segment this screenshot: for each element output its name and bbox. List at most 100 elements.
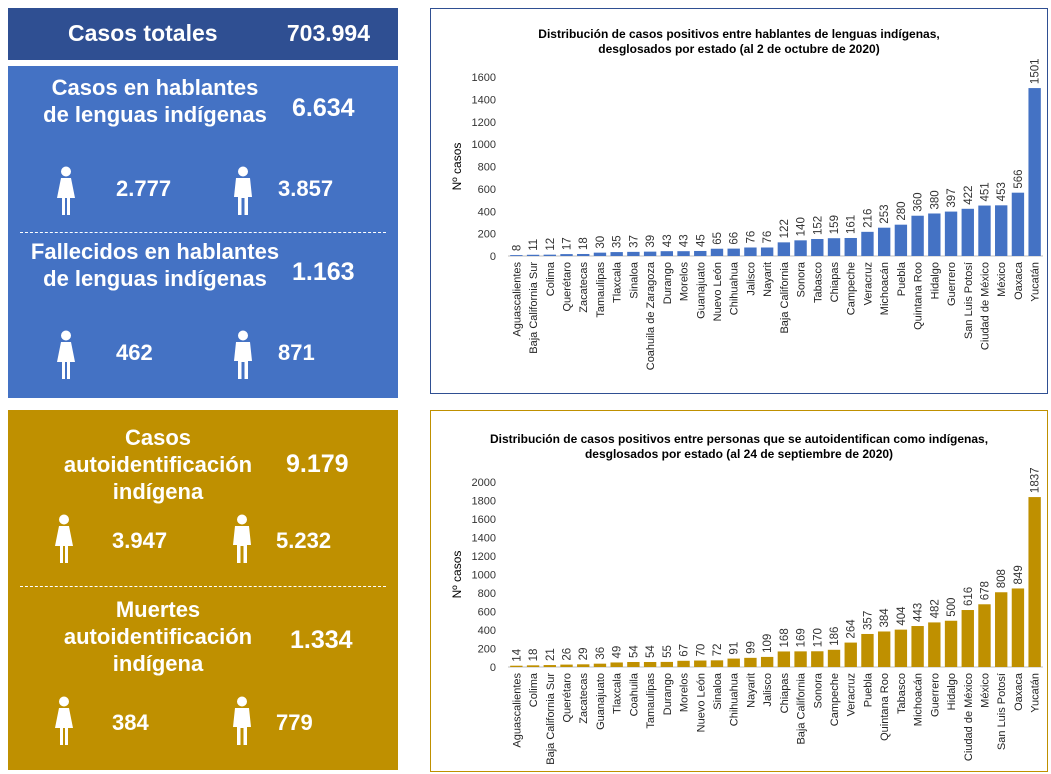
data-label: 43 <box>679 234 691 247</box>
x-tick-label: Campeche <box>846 262 858 315</box>
x-tick-label: Baja California <box>796 672 808 744</box>
bar <box>660 251 674 256</box>
data-label: 66 <box>729 232 741 245</box>
self-deaths-value: 1.334 <box>290 626 353 654</box>
chart-title-line2: desglosados por estado (al 24 de septiem… <box>584 447 894 461</box>
y-tick-label: 400 <box>478 206 496 218</box>
data-label: 37 <box>628 235 640 248</box>
bar <box>643 662 657 667</box>
data-label: 159 <box>829 215 841 234</box>
bar <box>911 626 924 667</box>
data-label: 1837 <box>1030 467 1042 493</box>
data-label: 808 <box>996 569 1008 588</box>
bar <box>861 231 874 256</box>
woman-icon <box>55 696 73 745</box>
bar <box>961 208 974 256</box>
x-tick-label: Querétaro <box>562 673 574 723</box>
x-tick-label: Chiapas <box>779 673 791 714</box>
total-cases-label: Casos totales <box>68 20 218 46</box>
bar <box>543 254 556 256</box>
chart-title-line1: Distribución de casos positivos entre pe… <box>489 432 989 446</box>
bar <box>961 610 974 667</box>
x-tick-label: Tlaxcala <box>612 672 624 714</box>
x-tick-label: Chihuahua <box>729 261 741 315</box>
data-label: 11 <box>528 239 540 251</box>
data-label: 216 <box>862 209 874 228</box>
x-tick-label: Puebla <box>862 672 874 707</box>
bar <box>677 660 690 667</box>
x-tick-label: Baja California <box>779 261 791 333</box>
data-label: 140 <box>796 217 808 236</box>
y-tick-label: 1000 <box>472 570 496 582</box>
x-tick-label: Coahuila de Zaragoza <box>645 261 657 370</box>
x-tick-label: Chihuahua <box>729 672 741 726</box>
chart-title: Distribución de casos positivos entre pe… <box>431 432 1047 462</box>
data-label: 67 <box>679 644 691 657</box>
divider <box>20 232 386 233</box>
x-tick-label: Tlaxcala <box>612 261 624 303</box>
self-cases-men: 5.232 <box>276 528 332 553</box>
data-label: 12 <box>545 238 557 251</box>
y-tick-label: 200 <box>478 644 496 656</box>
bar <box>593 252 607 256</box>
bar <box>978 604 991 667</box>
data-label: 566 <box>1013 169 1025 188</box>
bar <box>928 213 941 256</box>
bar <box>894 224 908 256</box>
x-tick-label: Ciudad de México <box>979 262 991 350</box>
data-label: 35 <box>612 235 624 248</box>
speakers-cases-label-line2: de lenguas indígenas <box>43 102 267 127</box>
man-icon <box>234 330 252 379</box>
data-label: 76 <box>745 231 757 244</box>
bar <box>760 247 774 256</box>
self-deaths-label-line3: indígena <box>112 651 204 676</box>
bar <box>861 633 874 667</box>
man-icon <box>233 696 251 745</box>
self-deaths-label: Muertes autoidentificación indígena <box>48 596 268 677</box>
y-tick-label: 600 <box>478 184 496 196</box>
bar <box>1028 497 1041 667</box>
y-tick-label: 1600 <box>472 514 496 526</box>
x-tick-label: Jalisco <box>762 673 774 707</box>
bar <box>995 592 1008 667</box>
x-tick-label: Sinaloa <box>712 672 724 710</box>
x-tick-label: Nuevo León <box>695 673 707 732</box>
x-tick-label: Michoacán <box>913 673 925 726</box>
data-label: 849 <box>1013 565 1025 584</box>
data-label: 357 <box>862 611 874 630</box>
bar <box>777 242 791 256</box>
y-axis-label: Nº casos <box>450 143 464 191</box>
speakers-panel: Casos en hablantes de lenguas indígenas … <box>8 66 398 398</box>
x-tick-label: Aguascalientes <box>511 673 523 748</box>
x-tick-label: Sinaloa <box>628 261 640 299</box>
x-tick-label: Campeche <box>829 673 841 726</box>
bar <box>944 211 958 256</box>
data-label: 397 <box>946 188 958 207</box>
x-tick-label: Tabasco <box>812 262 824 303</box>
bar <box>610 252 623 256</box>
x-tick-label: San Luis Potosí <box>963 262 975 339</box>
woman-icon <box>57 330 75 379</box>
bar <box>911 215 924 256</box>
x-tick-label: Querétaro <box>562 262 574 312</box>
x-tick-label: Nayarit <box>762 262 774 297</box>
chart-title: Distribución de casos positivos entre ha… <box>431 27 1047 57</box>
speakers-cases-label: Casos en hablantes de lenguas indígenas <box>22 74 288 128</box>
bar <box>543 665 556 667</box>
x-tick-label: Sonora <box>812 672 824 708</box>
x-tick-label: Baja California Sur <box>545 673 557 765</box>
speakers-deaths-value: 1.163 <box>292 258 355 286</box>
y-tick-label: 1800 <box>472 496 496 508</box>
data-label: 380 <box>929 190 941 209</box>
data-label: 17 <box>562 237 574 250</box>
x-tick-label: Quintana Roo <box>879 673 891 741</box>
self-deaths-women: 384 <box>112 710 149 735</box>
data-label: 169 <box>796 628 808 647</box>
data-label: 253 <box>879 205 891 224</box>
data-label: 18 <box>578 237 590 250</box>
x-tick-label: Oaxaca <box>1013 261 1025 300</box>
x-tick-label: Aguascalientes <box>511 262 523 337</box>
data-label: 453 <box>996 182 1008 201</box>
data-label: 384 <box>879 608 891 628</box>
total-cases-panel: Casos totales 703.994 <box>8 8 398 60</box>
